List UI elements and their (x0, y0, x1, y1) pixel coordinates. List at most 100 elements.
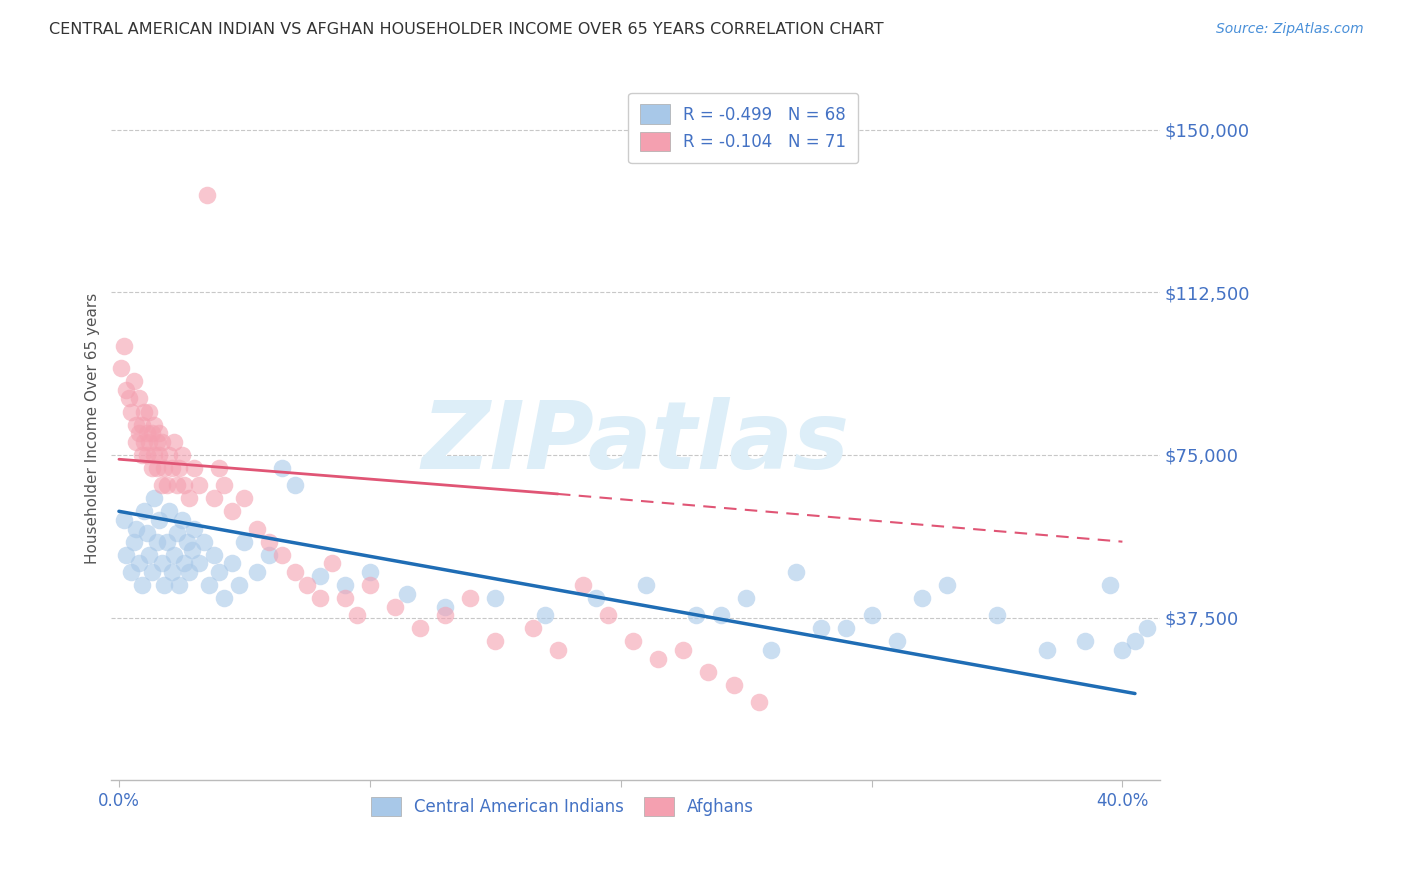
Point (1098, 578, 1121, 592)
Point (835, 622, 858, 636)
Point (153, 461, 176, 475)
Point (115, 548, 138, 562)
Point (110, 361, 132, 376)
Point (193, 534, 215, 549)
Point (167, 461, 190, 475)
Point (173, 557, 195, 571)
Point (157, 448, 180, 462)
Text: Source: ZipAtlas.com: Source: ZipAtlas.com (1216, 22, 1364, 37)
Point (112, 513, 135, 527)
Point (621, 634, 644, 648)
Point (141, 426, 163, 441)
Point (585, 591, 607, 605)
Point (1036, 643, 1059, 657)
Point (295, 578, 318, 592)
Point (333, 591, 356, 605)
Point (163, 548, 186, 562)
Point (153, 578, 176, 592)
Point (150, 434, 173, 449)
Point (132, 404, 155, 418)
Point (115, 383, 138, 397)
Point (598, 608, 620, 623)
Point (221, 504, 243, 518)
Point (308, 569, 330, 583)
Point (155, 478, 177, 492)
Point (112, 339, 135, 353)
Point (221, 557, 243, 571)
Point (157, 504, 180, 518)
Point (434, 599, 457, 614)
Point (138, 434, 160, 449)
Point (121, 565, 143, 579)
Point (179, 491, 201, 506)
Point (148, 426, 170, 441)
Point (1123, 634, 1146, 648)
Point (935, 578, 957, 592)
Point (484, 634, 506, 648)
Point (183, 522, 205, 536)
Point (131, 578, 153, 592)
Point (547, 643, 569, 657)
Point (208, 565, 231, 579)
Point (484, 591, 506, 605)
Point (283, 565, 305, 579)
Point (141, 461, 163, 475)
Point (180, 543, 202, 558)
Point (143, 417, 166, 432)
Point (810, 622, 832, 636)
Point (170, 513, 193, 527)
Point (188, 478, 211, 492)
Point (723, 678, 745, 692)
Point (202, 548, 225, 562)
Point (572, 578, 595, 592)
Point (233, 491, 256, 506)
Point (396, 587, 419, 601)
Point (138, 404, 160, 418)
Point (125, 522, 148, 536)
Point (785, 565, 807, 579)
Point (148, 448, 170, 462)
Point (188, 557, 211, 571)
Point (259, 534, 281, 549)
Point (409, 622, 432, 636)
Point (155, 534, 177, 549)
Point (522, 622, 544, 636)
Point (135, 426, 157, 441)
Point (208, 461, 231, 475)
Point (333, 578, 356, 592)
Point (118, 392, 141, 406)
Text: ZIPatlas: ZIPatlas (422, 397, 849, 489)
Point (1136, 622, 1159, 636)
Point (170, 448, 193, 462)
Point (138, 548, 160, 562)
Legend: Central American Indians, Afghans: Central American Indians, Afghans (363, 789, 762, 825)
Point (860, 608, 883, 623)
Point (128, 392, 150, 406)
Point (176, 534, 198, 549)
Point (1111, 643, 1133, 657)
Point (195, 187, 218, 202)
Point (122, 374, 145, 388)
Point (131, 417, 153, 432)
Point (198, 578, 221, 592)
Point (761, 643, 783, 657)
Point (214, 478, 236, 492)
Point (911, 591, 934, 605)
Point (1074, 634, 1097, 648)
Point (128, 426, 150, 441)
Point (710, 608, 733, 623)
Point (183, 461, 205, 475)
Point (145, 461, 167, 475)
Y-axis label: Householder Income Over 65 years: Householder Income Over 65 years (86, 293, 100, 565)
Point (141, 565, 163, 579)
Point (458, 591, 481, 605)
Point (163, 434, 186, 449)
Point (246, 522, 269, 536)
Point (145, 534, 167, 549)
Point (179, 565, 201, 579)
Point (125, 417, 148, 432)
Point (122, 534, 145, 549)
Point (135, 448, 157, 462)
Point (321, 557, 343, 571)
Point (143, 491, 166, 506)
